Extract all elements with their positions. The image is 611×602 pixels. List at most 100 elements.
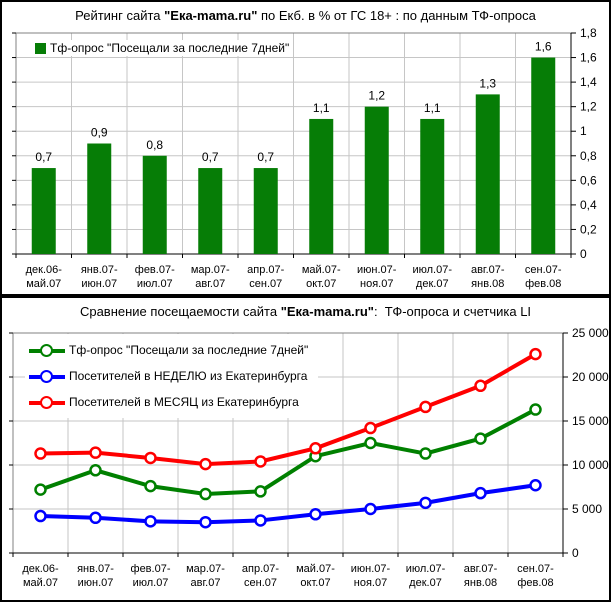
bar-chart-title-brand: "Ека-mama.ru" (164, 8, 258, 23)
data-point (34, 447, 47, 460)
y-axis-tick-label: 0 (572, 546, 579, 560)
x-axis-label-line1: дек.06- (22, 563, 59, 575)
green-line-marker-icon (29, 343, 65, 357)
x-axis-label-line2: май.07 (26, 278, 61, 290)
bar-июн.07-ноя.07 (364, 106, 389, 255)
x-axis-label-line1: сен.07- (525, 264, 562, 276)
legend-row-month-visitors: Посетителей в МЕСЯЦ из Екатеринбурга (29, 389, 308, 415)
bar-value-label: 1,2 (368, 89, 385, 103)
bar-chart-title-prefix: Рейтинг сайта (75, 8, 165, 23)
data-point (419, 496, 432, 510)
legend-label-week-visitors: Посетителей в НЕДЕЛЮ из Екатеринбурга (69, 369, 308, 383)
y-axis-tick-label: 15 000 (572, 414, 609, 428)
y-axis-tick-label: 1 (580, 124, 587, 138)
legend-label-tf-opros: Тф-опрос "Посещали за последние 7дней" (69, 343, 309, 357)
bar-июл.07-дек.07 (420, 118, 445, 254)
rating-bar-chart-panel: Рейтинг сайта "Ека-mama.ru" по Екб. в % … (0, 0, 611, 296)
bar-value-label: 0,7 (257, 150, 274, 164)
bar-авг.07-янв.08 (475, 94, 500, 254)
x-axis-label-line2: фев.08 (517, 577, 553, 589)
y-axis-tick-label: 0,8 (580, 149, 597, 163)
data-point (89, 464, 102, 477)
bar-value-label: 0,9 (91, 126, 108, 140)
series-line-2 (40, 352, 537, 467)
bar-value-label: 1,3 (479, 76, 496, 90)
data-point (34, 509, 47, 523)
y-axis-tick-label: 5 000 (572, 502, 602, 516)
y-axis-tick-label: 1,2 (580, 100, 597, 114)
data-point (254, 485, 267, 498)
x-axis-label-line1: дек.06- (26, 264, 63, 276)
data-point (309, 508, 322, 521)
x-axis-label-line1: мар.07- (186, 563, 225, 575)
data-point (89, 511, 102, 525)
x-axis-label-line1: апр.07- (242, 563, 279, 575)
data-point (199, 487, 212, 501)
data-point (89, 446, 102, 459)
x-axis-label-line1: янв.07- (77, 563, 114, 575)
line-chart-legend: Тф-опрос "Посещали за последние 7дней" П… (25, 334, 319, 418)
x-axis-label-line1: июл.07- (412, 264, 452, 276)
data-point (474, 432, 487, 445)
x-axis-label-line2: сен.07 (249, 278, 282, 290)
x-axis-label-line2: сен.07 (244, 577, 277, 589)
x-axis-label-line1: июн.07- (351, 563, 391, 575)
data-point (364, 421, 377, 435)
y-axis-tick-label: 0,4 (580, 198, 597, 212)
bar-май.07-окт.07 (309, 118, 334, 254)
line-chart-canvas: 0 5 000 10 000 15 000 20 000 25 000 дек.06- май… (9, 326, 609, 589)
bar-мар.07-авг.07 (198, 168, 223, 254)
x-axis-label-line1: авг.07- (464, 563, 498, 575)
data-point (419, 447, 432, 460)
bar-сен.07-фев.08 (531, 57, 556, 254)
x-axis-label-line2: июл.07 (133, 577, 169, 589)
x-axis-label-line2: июн.07 (78, 577, 114, 589)
bar-апр.07-сен.07 (253, 168, 278, 254)
x-axis-label-line1: июл.07- (406, 563, 446, 575)
data-point (254, 455, 267, 468)
bar-value-label: 1,1 (424, 101, 441, 115)
legend-swatch-icon (35, 42, 46, 54)
line-chart-title-prefix: Сравнение посещаемости сайта (79, 304, 281, 319)
data-point (34, 483, 47, 496)
x-axis-label-line1: май.07- (302, 264, 341, 276)
y-axis-tick-label: 1,8 (580, 26, 597, 40)
line-chart-title-suffix: : ТФ-опроса и счетчика LI (373, 304, 532, 319)
y-axis-tick-label: 25 000 (572, 326, 609, 340)
x-axis-label-line2: фев.08 (525, 278, 561, 290)
x-axis-label-line2: июл.07 (137, 278, 173, 290)
data-point (529, 347, 542, 361)
data-point (529, 478, 542, 492)
y-axis-tick-label: 20 000 (572, 370, 609, 384)
x-axis-label-line2: окт.07 (306, 278, 336, 290)
y-axis-tick-label: 0,2 (580, 222, 597, 236)
y-axis-tick-label: 1,4 (580, 75, 597, 89)
bar-value-label: 0,7 (202, 150, 219, 164)
legend-row-week-visitors: Посетителей в НЕДЕЛЮ из Екатеринбурга (29, 363, 308, 389)
line-chart-title: Сравнение посещаемости сайта "Ека-mama.r… (2, 304, 609, 319)
bar-дек.06-май.07 (31, 168, 56, 254)
y-axis-tick-label: 0 (580, 247, 587, 261)
x-axis-label-line2: окт.07 (300, 577, 330, 589)
data-point (144, 451, 157, 465)
x-axis-label-line1: фев.07- (135, 264, 175, 276)
data-point (309, 442, 322, 455)
data-point (254, 514, 267, 527)
data-point (474, 486, 487, 500)
y-axis-tick-label: 1,6 (580, 51, 597, 65)
data-point (474, 379, 487, 393)
x-axis-label-line1: янв.07- (81, 264, 118, 276)
data-point (364, 436, 377, 450)
x-axis-label-line1: июн.07- (357, 264, 397, 276)
blue-line-marker-icon (29, 369, 65, 383)
red-line-marker-icon (29, 395, 65, 409)
x-axis-label-line1: мар.07- (191, 264, 230, 276)
bar-value-label: 1,6 (535, 40, 552, 54)
y-axis-tick-label: 0,6 (580, 173, 597, 187)
x-axis-label-line2: дек.07 (409, 577, 442, 589)
x-axis-label-line1: май.07- (296, 563, 335, 575)
series-line-0 (39, 407, 537, 497)
bar-янв.07-июн.07 (87, 143, 112, 254)
data-point (199, 515, 212, 529)
bar-value-label: 0,7 (35, 150, 52, 164)
